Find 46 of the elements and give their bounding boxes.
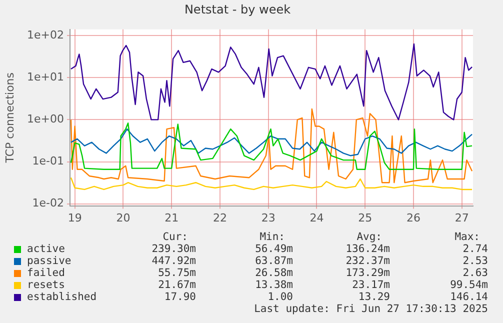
text: 146.14: [450, 291, 488, 303]
x-tick-label: 21: [164, 211, 179, 224]
text: Last update: Fri Jun 27 17:30:13 2025: [254, 303, 488, 315]
y-tick-label: 1e+01: [27, 70, 64, 84]
text: 26.58m: [255, 267, 293, 279]
legend-label: resets: [27, 279, 65, 291]
text: 2.74: [462, 243, 488, 255]
text: 56.49m: [255, 243, 293, 255]
y-tick-label: 1e-02: [32, 196, 64, 210]
x-tick-label: 24: [310, 211, 324, 224]
legend-label: active: [27, 243, 65, 255]
text: Max:: [454, 231, 480, 243]
text: 2.53: [462, 255, 488, 267]
text: Min:: [260, 231, 285, 243]
text: 239.30m: [152, 243, 196, 255]
legend-label: passive: [27, 255, 72, 267]
legend-label: established: [27, 291, 97, 303]
chart-title: Netstat - by week: [184, 2, 291, 16]
text: 1.00: [268, 291, 293, 303]
text: 99.54m: [450, 279, 488, 291]
x-tick-label: 27: [454, 211, 469, 224]
y-tick-label: 1e+00: [27, 112, 64, 126]
y-tick-label: 1e-01: [32, 154, 64, 168]
x-tick-label: 20: [116, 211, 130, 224]
x-tick-label: 19: [68, 211, 82, 224]
text: 55.75m: [158, 267, 196, 279]
text: 13.38m: [255, 279, 293, 291]
text: 63.87m: [255, 255, 293, 267]
text: Avg:: [356, 231, 382, 243]
text: 2.63: [462, 267, 488, 279]
text: 447.92m: [152, 255, 196, 267]
legend-label: failed: [27, 267, 65, 279]
x-tick-label: 22: [212, 211, 227, 224]
text: 23.17m: [352, 279, 390, 291]
text: 173.29m: [346, 267, 390, 279]
text: Cur:: [162, 231, 188, 243]
y-tick-label: 1e+02: [27, 28, 64, 42]
text: 232.37m: [346, 255, 390, 267]
x-tick-label: 23: [261, 211, 276, 224]
x-tick-label: 25: [358, 211, 372, 224]
text: 136.24m: [346, 243, 390, 255]
text: 21.67m: [158, 279, 196, 291]
x-tick-label: 26: [406, 211, 420, 224]
text: 13.29: [358, 291, 390, 303]
y-axis-title: TCP connections: [3, 72, 16, 164]
text: 17.90: [164, 291, 196, 303]
